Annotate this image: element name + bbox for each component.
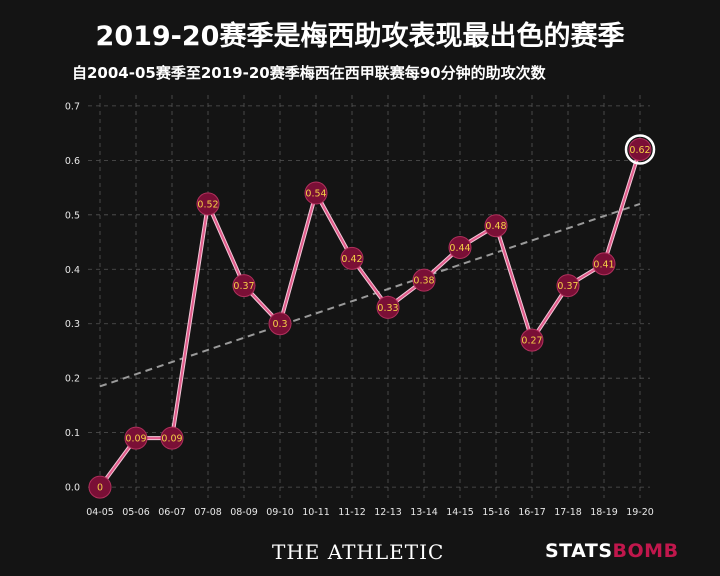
- x-tick-label: 18-19: [590, 507, 618, 518]
- trend-line: [99, 202, 641, 388]
- x-tick-label: 13-14: [410, 507, 438, 518]
- data-point: [160, 426, 184, 450]
- statsbomb-logo-accent: BOMB: [612, 540, 679, 562]
- x-tick-label: 08-09: [230, 507, 258, 518]
- chart-subtitle: 自2004-05赛季至2019-20赛季梅西在西甲联赛每90分钟的助攻次数: [72, 64, 546, 82]
- x-tick-label: 09-10: [266, 507, 294, 518]
- x-tick-label: 06-07: [158, 507, 186, 518]
- data-label: 0.48: [485, 221, 506, 232]
- data-label: 0.37: [233, 281, 254, 292]
- data-label: 0.42: [341, 254, 362, 265]
- x-tick-label: 15-16: [482, 507, 510, 518]
- x-tick-label: 11-12: [338, 507, 366, 518]
- data-label: 0: [97, 483, 103, 494]
- data-label: 0.62: [629, 145, 650, 156]
- data-label: 0.33: [377, 303, 398, 314]
- data-point: [88, 475, 112, 499]
- data-label: 0.09: [125, 434, 146, 445]
- data-label: 0.27: [521, 336, 542, 347]
- data-point: [484, 214, 508, 238]
- data-label: 0.54: [305, 189, 326, 200]
- data-point: [412, 268, 436, 292]
- data-point: [268, 312, 292, 336]
- data-point: [556, 274, 580, 298]
- data-label: 0.38: [413, 276, 434, 287]
- x-tick-label: 19-20: [626, 507, 654, 518]
- statsbomb-logo: STATSBOMB: [545, 540, 679, 562]
- y-tick-label: 0.5: [65, 210, 80, 221]
- y-tick-label: 0.3: [65, 319, 80, 330]
- x-tick-label: 12-13: [374, 507, 402, 518]
- highlight-ring: [624, 134, 656, 165]
- data-point: [124, 426, 148, 450]
- y-tick-label: 0.1: [65, 428, 80, 439]
- x-tick-label: 07-08: [194, 507, 222, 518]
- y-tick-label: 0.6: [65, 156, 80, 167]
- data-point: [520, 328, 544, 352]
- data-label: 0.37: [557, 281, 578, 292]
- data-point: [628, 137, 652, 161]
- data-point: [304, 181, 328, 205]
- x-tick-label: 16-17: [518, 507, 546, 518]
- data-label: 0.44: [449, 243, 470, 254]
- y-tick-label: 0.4: [65, 265, 80, 276]
- data-label: 0.52: [197, 199, 218, 210]
- data-label: 0.3: [272, 319, 287, 330]
- chart-title: 2019-20赛季是梅西助攻表现最出色的赛季: [95, 21, 625, 52]
- x-tick-label: 10-11: [302, 507, 330, 518]
- data-point: [592, 252, 616, 276]
- y-tick-label: 0.2: [65, 374, 80, 385]
- data-label: 0.09: [161, 434, 182, 445]
- x-tick-label: 14-15: [446, 507, 474, 518]
- x-tick-label: 05-06: [122, 507, 150, 518]
- series-line: [99, 149, 641, 488]
- y-tick-label: 0.7: [65, 101, 80, 112]
- y-tick-label: 0.0: [65, 483, 80, 494]
- data-point: [340, 246, 364, 270]
- data-label: 0.41: [593, 259, 614, 270]
- x-tick-label: 17-18: [554, 507, 582, 518]
- x-tick-label: 04-05: [86, 507, 114, 518]
- data-point: [196, 192, 220, 216]
- data-point: [448, 235, 472, 259]
- data-point: [232, 274, 256, 298]
- statsbomb-logo-main: STATS: [545, 540, 613, 562]
- the-athletic-logo: THE ATHLETIC: [272, 540, 445, 564]
- data-point: [376, 295, 400, 319]
